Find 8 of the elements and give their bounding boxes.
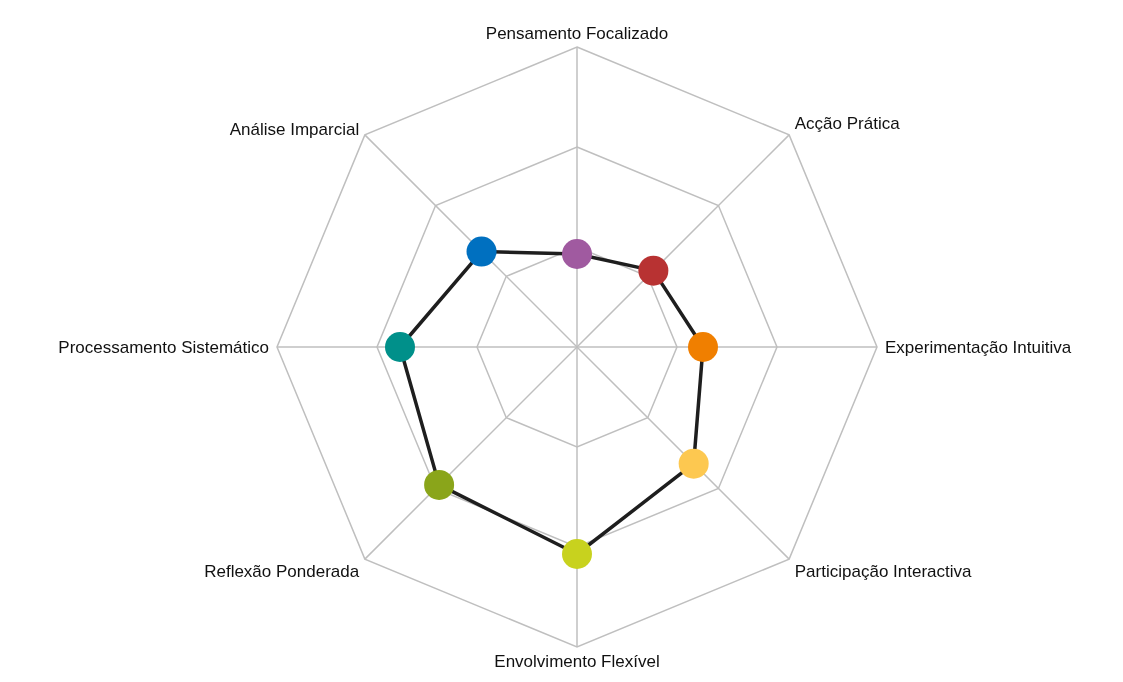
spoke-label: Reflexão Ponderada xyxy=(204,561,360,581)
spoke-label: Processamento Sistemático xyxy=(58,338,269,358)
spoke-label: Envolvimento Flexível xyxy=(494,652,660,672)
spoke-label: Participação Interactiva xyxy=(794,561,973,581)
spoke-label: Acção Prática xyxy=(794,114,901,134)
spoke-label: Pensamento Focalizado xyxy=(485,24,669,43)
spoke-label: Análise Imparcial xyxy=(229,120,360,140)
spoke-label: Experimentação Intuitiva xyxy=(885,338,1072,358)
